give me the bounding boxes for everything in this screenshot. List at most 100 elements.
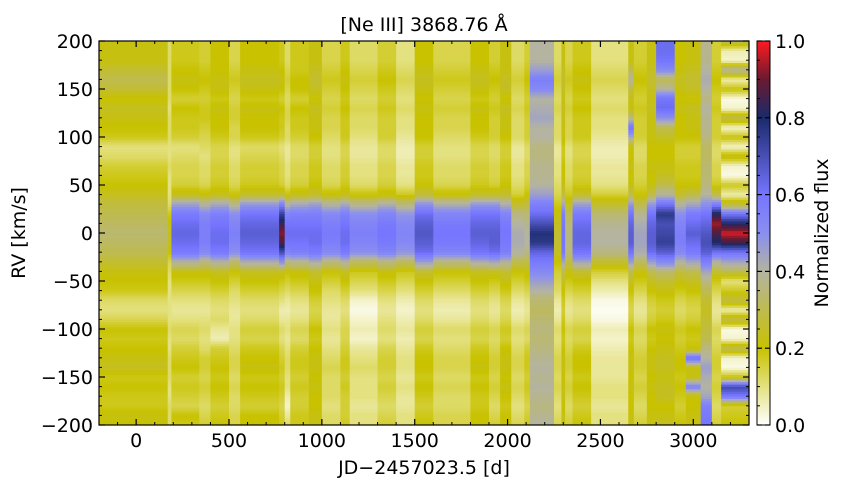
heatmap-cell (99, 245, 169, 248)
heatmap-cell (167, 65, 172, 68)
heatmap-cell (349, 67, 378, 71)
heatmap-cell (561, 132, 566, 135)
heatmap-cell (290, 158, 310, 162)
heatmap-cell (628, 168, 635, 171)
heatmap-cell (565, 317, 573, 320)
heatmap-cell (171, 189, 200, 193)
heatmap-cell (321, 125, 341, 128)
heatmap-cell (500, 93, 512, 97)
heatmap-cell (524, 117, 531, 121)
heatmap-cell (171, 401, 200, 404)
heatmap-cell (561, 415, 566, 419)
heatmap-cell (279, 144, 286, 147)
heatmap-cell (414, 324, 434, 327)
heatmap-cell (99, 355, 169, 359)
heatmap-cell (340, 98, 351, 102)
heatmap-cell (240, 273, 280, 277)
heatmap-cell (565, 362, 573, 366)
heatmap-cell (396, 161, 416, 164)
heatmap-cell (554, 329, 562, 332)
heatmap-cell (572, 216, 592, 219)
heatmap-cell (99, 192, 169, 195)
heatmap-cell (199, 374, 211, 378)
heatmap-cell (572, 211, 592, 215)
heatmap-cell (554, 348, 562, 351)
heatmap-cell (340, 209, 351, 212)
heatmap-cell (377, 329, 397, 332)
heatmap-cell (308, 420, 323, 423)
heatmap-cell (500, 410, 512, 414)
heatmap-cell (396, 72, 416, 75)
heatmap-cell (524, 247, 531, 251)
heatmap-cell (240, 367, 280, 371)
heatmap-cell (511, 127, 525, 131)
heatmap-cell (633, 369, 648, 373)
heatmap-cell (167, 149, 172, 152)
heatmap-cell (167, 338, 172, 342)
heatmap-cell (529, 103, 555, 107)
heatmap-cell (279, 295, 286, 299)
heatmap-cell (414, 259, 434, 263)
heatmap-cell (284, 242, 291, 246)
heatmap-cell (377, 53, 397, 56)
heatmap-cell (284, 401, 291, 404)
epoch-column (561, 41, 566, 425)
heatmap-cell (99, 168, 169, 171)
heatmap-cell (591, 331, 629, 335)
heatmap-cell (349, 398, 378, 402)
heatmap-cell (524, 218, 531, 222)
heatmap-cell (572, 367, 592, 371)
heatmap-cell (529, 415, 555, 419)
heatmap-cell (628, 233, 635, 236)
heatmap-cell (199, 120, 211, 123)
heatmap-cell (565, 290, 573, 294)
heatmap-cell (489, 357, 501, 361)
heatmap-cell (591, 225, 629, 229)
heatmap-cell (572, 185, 592, 188)
heatmap-cell (500, 225, 512, 229)
heatmap-cell (591, 410, 629, 414)
heatmap-cell (529, 230, 555, 234)
heatmap-cell (99, 357, 169, 361)
heatmap-cell (340, 127, 351, 131)
heatmap-cell (167, 278, 172, 282)
heatmap-cell (99, 276, 169, 279)
heatmap-cell (433, 355, 471, 359)
heatmap-cell (377, 185, 397, 188)
heatmap-cell (290, 187, 310, 191)
heatmap-cell (167, 139, 172, 143)
heatmap-cell (240, 384, 280, 387)
heatmap-cell (340, 314, 351, 318)
heatmap-cell (321, 103, 341, 107)
heatmap-cell (561, 60, 566, 63)
heatmap-cell (511, 67, 525, 71)
heatmap-cell (396, 415, 416, 419)
heatmap-cell (396, 218, 416, 222)
heatmap-cell (633, 230, 648, 234)
heatmap-cell (529, 101, 555, 104)
heatmap-cell (572, 324, 592, 327)
heatmap-cell (171, 149, 200, 152)
epoch-column (240, 41, 280, 425)
heatmap-cell (284, 245, 291, 248)
heatmap-cell (171, 372, 200, 375)
heatmap-cell (167, 257, 172, 260)
heatmap-cell (240, 235, 280, 239)
heatmap-cell (489, 213, 501, 217)
heatmap-cell (308, 314, 323, 318)
heatmap-cell (572, 300, 592, 303)
heatmap-cell (511, 53, 525, 56)
heatmap-cell (572, 230, 592, 234)
heatmap-cell (561, 79, 566, 83)
heatmap-cell (171, 201, 200, 205)
heatmap-cell (524, 314, 531, 318)
heatmap-cell (377, 249, 397, 253)
heatmap-cell (470, 379, 490, 383)
heatmap-cell (633, 295, 648, 299)
heatmap-cell (167, 297, 172, 301)
heatmap-cell (210, 295, 230, 299)
heatmap-cell (229, 185, 241, 188)
heatmap-cell (414, 372, 434, 375)
heatmap-cell (633, 144, 648, 147)
heatmap-cell (99, 103, 169, 107)
